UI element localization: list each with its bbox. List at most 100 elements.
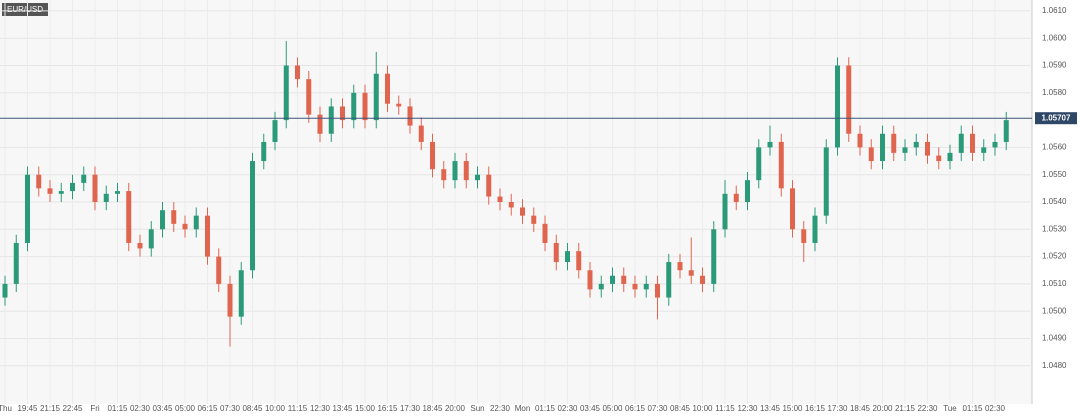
candle-body [25,174,30,243]
x-tick-label: 05:00 [602,404,623,413]
y-tick-label: 1.0580 [1042,88,1067,97]
candle-body [396,103,402,107]
candle-body [351,92,357,121]
candle-body [92,174,98,202]
candle-body [115,191,120,194]
x-tick-label: Fri [90,404,100,413]
candle-body [868,147,874,162]
x-tick-label: 02:30 [557,404,578,413]
candle-body [970,133,975,153]
price-box [1035,112,1077,125]
y-tick-label: 1.0520 [1042,252,1067,261]
y-tick-label: 1.0560 [1042,143,1067,152]
candle-body [373,73,379,121]
candle-body [711,229,717,284]
candle-body [418,125,424,142]
x-tick-label: 03:45 [580,404,601,413]
x-tick-label: 21:15 [895,404,916,413]
y-tick-label: 1.0490 [1042,334,1067,343]
candle-body [317,114,323,134]
candle-body [250,161,255,271]
candle-body [621,275,627,284]
y-tick-label: 1.0540 [1042,197,1067,206]
symbol-box [2,3,48,16]
candle-body [733,193,739,202]
x-tick-label: 22:45 [62,404,83,413]
x-tick-label: 02:30 [985,404,1006,413]
candle-body [891,133,897,153]
candle-body [778,141,784,189]
candle-body [70,182,75,192]
candle-body [103,193,109,202]
x-tick-label: 01:15 [535,404,556,413]
x-tick-label: 20:00 [445,404,466,413]
x-tick-label: 13:45 [760,404,781,413]
candle-body [407,106,413,126]
candle-body [801,229,807,243]
candle-body [216,256,222,284]
y-tick-label: 1.0510 [1042,279,1067,288]
candle-body [497,196,503,202]
x-tick-label: 06:15 [625,404,646,413]
x-tick-label: 07:30 [647,404,668,413]
candle-body [947,152,953,162]
candle-body [936,155,942,162]
candle-body [193,215,199,230]
candle-body [328,106,334,134]
candle-body [340,106,345,121]
candle-body [565,251,570,263]
x-tick-label: Sun [470,404,484,413]
x-tick-label: Mon [515,404,531,413]
candle-body [632,283,638,290]
candle-body [542,223,548,243]
y-tick-label: 1.0550 [1042,170,1067,179]
x-tick-label: Thu [0,404,12,413]
candle-body [160,210,165,230]
y-tick-label: 1.0530 [1042,224,1067,233]
candle-body [463,161,469,181]
candle-body [992,141,998,148]
candle-body [880,133,885,162]
y-tick-label: 1.0500 [1042,306,1067,315]
candle-body [981,147,987,153]
candle-body [722,193,728,230]
candle-body [913,141,919,148]
y-tick-label: 1.0610 [1042,6,1067,15]
x-tick-label: 11:15 [288,404,308,413]
candle-body [182,223,188,230]
candle-body [205,215,210,257]
candle-body [587,270,593,290]
x-tick-label: 06:15 [197,404,218,413]
candle-body [227,283,233,317]
candle-body [261,141,267,162]
candle-body [385,73,390,104]
x-tick-label: 16:15 [377,404,398,413]
x-tick-label: 19:45 [17,404,38,413]
candle-body [598,283,604,290]
candle-body [767,141,773,148]
candle-body [486,174,492,197]
candle-body [295,65,300,80]
candle-body [137,242,143,249]
candle-body [520,207,525,216]
candle-body [902,147,908,153]
x-tick-label: Tue [943,404,957,413]
x-tick-label: 15:00 [355,404,376,413]
candle-body [835,65,840,148]
x-tick-label: 10:00 [692,404,713,413]
x-tick-label: 17:30 [827,404,848,413]
candle-body [655,283,660,298]
candle-body [958,133,964,153]
candle-body [643,283,649,290]
candle-body [553,242,559,263]
candle-body [700,275,705,284]
candle-body [58,191,64,194]
x-tick-label: 08:45 [670,404,691,413]
candle-body [857,133,863,148]
candle-body [756,147,762,181]
candle-body [531,215,537,224]
candle-body [576,251,582,271]
y-tick-label: 1.0480 [1042,361,1067,370]
x-tick-label: 05:00 [175,404,196,413]
